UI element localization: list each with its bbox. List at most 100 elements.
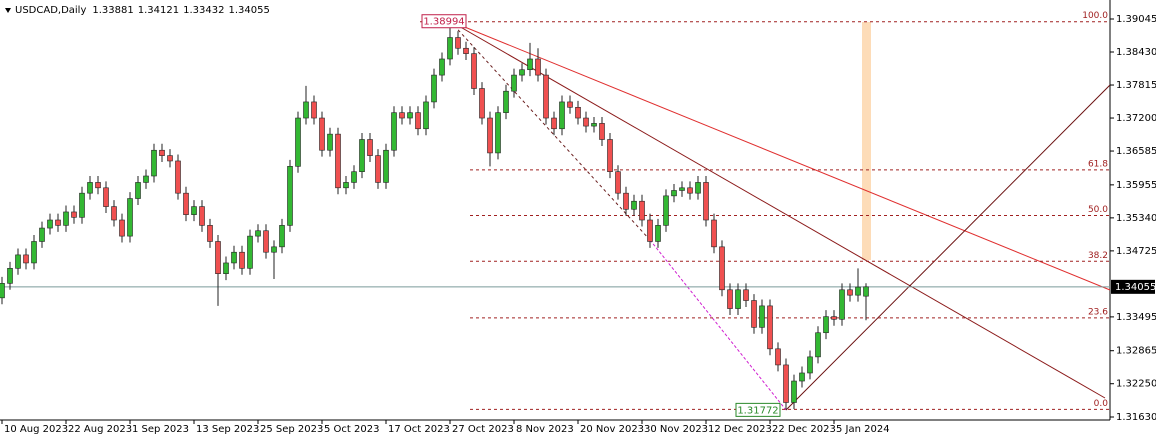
highlight-zone [862,22,871,260]
fib-level-label: 61.8 [1088,159,1108,169]
candle-body [223,262,229,274]
y-tick-label: 1.35955 [1116,180,1156,191]
candle-body [103,187,109,207]
candle-body [303,101,309,119]
candle-body [703,182,709,221]
x-tick-label: 1 Sep 2023 [132,424,189,435]
candle-body [471,53,477,89]
trend-line [449,20,1111,291]
fib-level-label: 100.0 [1082,11,1108,21]
current-price-box [1111,279,1155,294]
candle-body [575,106,581,119]
candle-body [151,149,157,177]
y-tick-label: 1.32865 [1116,346,1156,357]
candle-body [191,206,197,215]
x-tick-label: 20 Nov 2023 [580,424,644,435]
close-value: 1.34055 [228,5,269,16]
high-value: 1.34121 [138,5,179,16]
candle-body [527,58,533,71]
candle-body [439,58,445,76]
candle-body [671,190,677,197]
y-tick-label: 1.37815 [1116,80,1156,91]
candle-body [351,171,357,183]
candle-body [279,225,285,248]
candle-body [95,182,101,189]
candle-body [695,182,701,194]
candle-body [543,74,549,119]
candle-body [463,47,469,54]
candle-body [135,182,141,199]
candle-body [383,149,389,183]
candle-body [735,289,741,309]
x-tick-label: 25 Sep 2023 [260,424,323,435]
candle-body [775,348,781,366]
low-label-box [735,402,781,417]
candle-body [111,206,117,221]
candle-body [55,219,61,226]
candle-body [743,289,749,301]
candle-body [791,380,797,403]
candle-body [751,300,757,328]
candle-body [359,139,365,173]
candle-body [447,37,453,60]
y-tick-label: 1.31630 [1116,412,1156,423]
candle-body [175,160,181,194]
header: USDCAD,Daily 1.33881 1.34121 1.33432 1.34055 [5,5,270,16]
candle-body [855,286,861,296]
candle-body [407,112,413,119]
x-tick-label: 5 Jan 2024 [836,424,890,435]
high-label-box [421,14,467,29]
drawings [449,20,1111,411]
x-tick-label: 17 Oct 2023 [388,424,450,435]
candle-body [375,155,381,183]
candle-body [207,225,213,242]
y-tick-label: 1.34725 [1116,246,1156,257]
candle-body [159,149,165,156]
candle-body [663,195,669,226]
candle-body [247,235,253,269]
candle-body [479,88,485,119]
candle-body [679,187,685,191]
candle-body [119,219,125,237]
header-text: USDCAD,Daily 1.33881 1.34121 1.33432 1.34055 [15,5,270,16]
candle-body [639,200,645,221]
candle-body [167,155,173,162]
candle-body [815,332,821,358]
x-tick-label: 22 Dec 2023 [772,424,836,435]
fib-level-label: 23.6 [1088,307,1108,317]
candle-body [759,305,765,328]
y-tick-label: 1.38430 [1116,47,1156,58]
candle-body [647,219,653,242]
x-tick-label: 27 Oct 2023 [452,424,514,435]
x-tick-label: 10 Aug 2023 [4,424,68,435]
candle-body [727,289,733,309]
candle-body [271,246,277,253]
candle-body [231,251,237,264]
y-tick-label: 1.39045 [1116,14,1156,25]
candle-body [255,230,261,237]
candle-body [615,171,621,194]
candle-body [31,241,37,264]
candle-body [143,175,149,183]
y-tick-label: 1.32250 [1116,379,1156,390]
candle-body [311,101,317,119]
candle-body [79,192,85,218]
trend-line [785,84,1111,411]
fib-level-label: 38.2 [1088,251,1108,261]
candle-body [415,112,421,130]
candle-body [567,101,573,108]
candle-body [455,37,461,49]
candle-body [823,316,829,334]
candle-body [607,139,613,173]
candle-body [199,206,205,226]
fib-base-line [649,239,787,411]
low-label: 1.31772 [737,405,778,416]
high-label: 1.38994 [423,17,464,28]
candle-body [87,182,93,194]
candle-body [343,182,349,189]
candle-body [503,90,509,113]
candle-body [511,74,517,92]
candle-body [391,112,397,151]
